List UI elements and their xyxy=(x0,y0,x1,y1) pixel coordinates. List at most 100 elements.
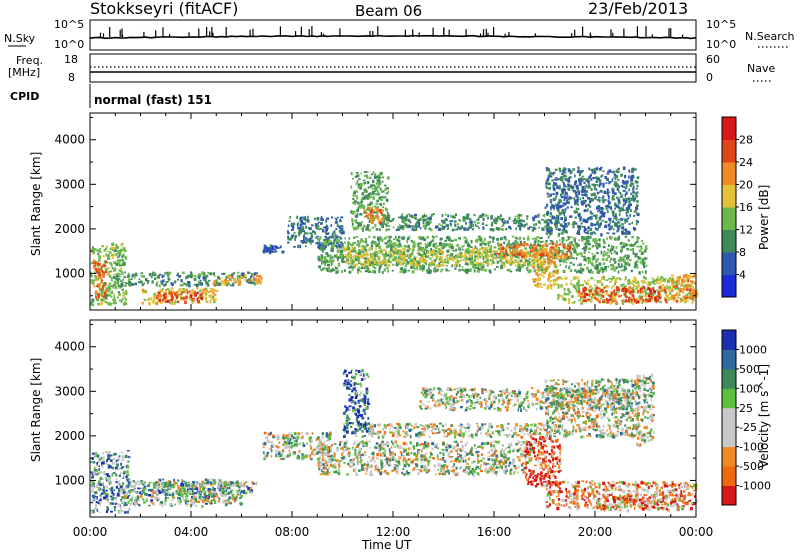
heat-cell xyxy=(328,269,331,272)
heat-cell xyxy=(112,498,114,501)
heat-cell xyxy=(547,182,550,186)
heat-cell xyxy=(406,224,409,229)
heat-cell xyxy=(90,274,93,277)
heat-cell xyxy=(153,292,156,296)
heat-cell xyxy=(491,236,495,239)
heat-cell xyxy=(559,258,563,260)
heat-cell xyxy=(557,201,560,204)
heat-cell xyxy=(401,225,405,229)
heat-cell xyxy=(122,261,126,264)
heat-cell xyxy=(583,291,586,295)
heat-cell xyxy=(477,235,481,238)
heat-cell xyxy=(122,260,125,262)
heat-cell xyxy=(384,257,386,260)
heat-cell xyxy=(455,213,457,217)
heat-cell xyxy=(93,264,96,267)
heat-cell xyxy=(623,289,626,293)
heat-cell xyxy=(475,225,479,228)
heat-cell xyxy=(564,191,568,196)
heat-cell xyxy=(567,197,569,200)
heat-cell xyxy=(562,270,566,272)
heat-cell xyxy=(95,260,98,264)
heat-cell xyxy=(449,239,453,242)
heat-cell xyxy=(565,258,568,261)
heat-cell xyxy=(507,268,511,271)
heat-cell xyxy=(477,267,481,271)
heat-cell xyxy=(635,212,639,215)
heat-cell xyxy=(118,259,121,263)
heat-cell xyxy=(330,257,333,260)
heat-cell xyxy=(583,199,586,204)
heat-cell xyxy=(378,268,381,271)
heat-cell xyxy=(579,297,583,300)
heat-cell xyxy=(327,243,330,247)
heat-cell xyxy=(381,176,384,179)
heat-cell xyxy=(580,270,583,274)
heat-cell xyxy=(212,272,216,276)
heat-cell xyxy=(641,270,644,274)
heat-cell xyxy=(434,225,438,229)
heat-cell xyxy=(622,203,625,208)
heat-cell xyxy=(529,247,532,250)
heat-cell xyxy=(541,253,545,257)
heat-cell xyxy=(355,254,359,258)
heat-cell xyxy=(100,281,103,284)
heat-cell xyxy=(464,253,468,256)
heat-cell xyxy=(320,227,323,230)
heat-cell xyxy=(368,270,371,273)
heat-cell xyxy=(106,272,110,276)
heat-cell xyxy=(155,302,159,306)
heat-cell xyxy=(331,259,334,263)
heat-cell xyxy=(364,191,366,193)
heat-cell xyxy=(100,489,103,492)
heat-cell xyxy=(668,288,672,291)
heat-cell xyxy=(691,280,694,283)
heat-cell xyxy=(103,263,106,266)
heat-cell xyxy=(585,282,589,285)
heat-cell xyxy=(687,278,689,283)
heat-cell xyxy=(358,249,361,252)
heat-cell xyxy=(511,262,514,265)
heat-cell xyxy=(632,244,635,247)
heat-cell xyxy=(251,273,253,276)
heat-cell xyxy=(590,173,592,177)
heat-cell xyxy=(603,212,606,215)
heat-cell xyxy=(657,290,660,294)
heat-cell xyxy=(446,218,448,222)
heat-cell xyxy=(113,489,116,491)
heat-cell xyxy=(584,243,587,246)
heat-cell xyxy=(539,259,542,263)
heat-cell xyxy=(618,212,621,216)
heat-cell xyxy=(594,171,596,175)
heat-cell xyxy=(464,259,468,263)
heat-cell xyxy=(683,295,687,299)
heat-cell xyxy=(562,204,565,207)
heat-cell xyxy=(616,230,619,233)
heat-cell xyxy=(593,223,597,226)
heat-cell xyxy=(367,263,370,267)
heat-cell xyxy=(670,298,674,300)
heat-cell xyxy=(504,220,506,223)
heat-cell xyxy=(404,218,408,222)
heat-cell xyxy=(517,224,520,227)
heat-cell xyxy=(105,508,108,511)
heat-cell xyxy=(94,290,97,295)
heat-cell xyxy=(402,216,405,220)
heat-cell xyxy=(139,280,143,284)
heat-cell xyxy=(566,195,569,197)
heat-cell xyxy=(628,300,631,303)
heat-cell xyxy=(625,197,628,201)
heat-cell xyxy=(115,274,118,278)
heat-cell xyxy=(610,207,613,211)
heat-cell xyxy=(575,257,578,260)
heat-cell xyxy=(185,294,188,297)
heat-cell xyxy=(405,216,408,218)
heat-cell xyxy=(406,214,409,217)
heat-cell xyxy=(241,272,245,276)
heat-cell xyxy=(378,242,380,245)
heat-cell xyxy=(610,236,612,240)
heat-cell xyxy=(191,297,195,300)
heat-cell xyxy=(423,252,426,255)
heat-cell xyxy=(596,297,599,302)
heat-cell xyxy=(98,256,101,260)
